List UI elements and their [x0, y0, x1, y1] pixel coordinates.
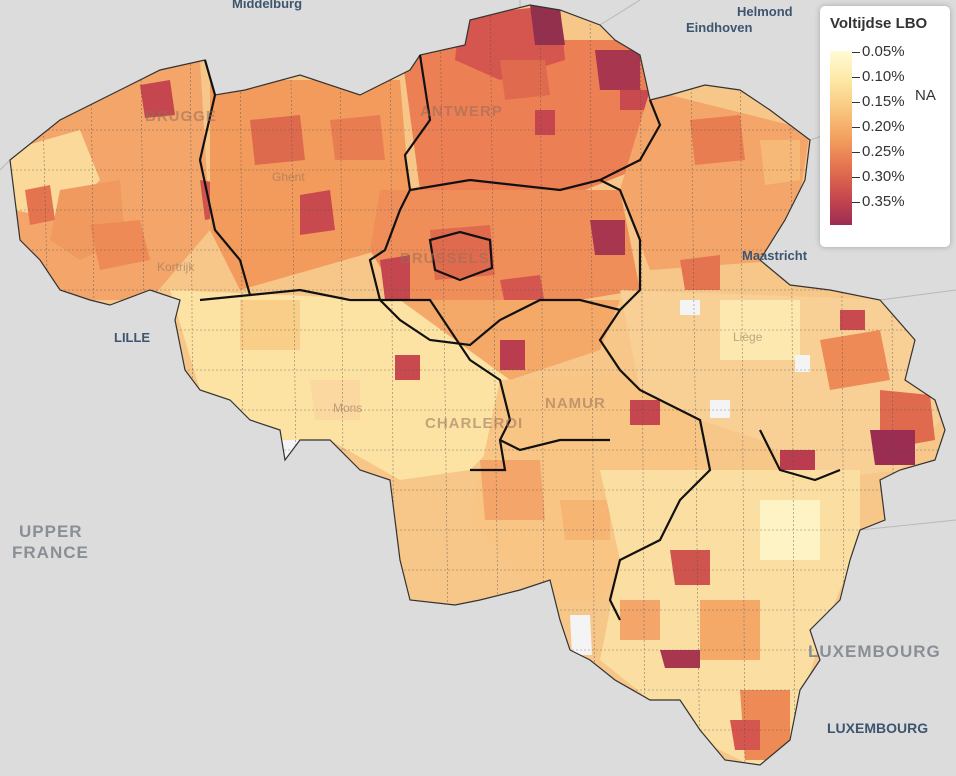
place-label-upper-france-line1: UPPER — [19, 522, 83, 541]
place-label-liege: Liège — [733, 330, 763, 344]
place-label-lille: LILLE — [114, 330, 151, 345]
place-label-charleroi: CHARLEROI — [425, 415, 524, 432]
legend-gradient-bar — [830, 51, 852, 225]
legend-tick-label: 0.35% — [852, 193, 905, 210]
place-label-maastricht: Maastricht — [742, 248, 808, 263]
place-label-middelburg: Middelburg — [232, 0, 303, 11]
place-label-brugge: BRUGGE — [145, 108, 217, 125]
place-label-antwerpen: ANTWERP — [420, 103, 503, 120]
province-borders — [198, 54, 841, 621]
legend-tick-label: 0.20% — [852, 118, 905, 135]
legend-tick-label: 0.30% — [852, 168, 905, 185]
place-label-luxembourg-city: LUXEMBOURG — [827, 720, 929, 736]
place-label-brussels: BRUSSELS — [400, 250, 490, 267]
place-label-luxembourg-country: LUXEMBOURG — [808, 642, 941, 661]
place-label-namur: NAMUR — [545, 395, 606, 412]
legend-title: Voltijdse LBO — [830, 15, 928, 32]
place-label-mons: Mons — [333, 401, 363, 415]
legend-tick-label: 0.05% — [852, 43, 905, 60]
place-label-eindhoven: Eindhoven — [686, 20, 753, 35]
place-label-kortrijk: Kortrijk — [157, 260, 195, 274]
legend-tick-label: 0.10% — [852, 68, 905, 85]
place-label-gent: Ghent — [272, 170, 305, 184]
legend-na-label: NA — [915, 87, 936, 104]
legend: Voltijdse LBO 0.05% 0.10% 0.15% 0.20% 0.25% 0… — [820, 6, 950, 247]
legend-tick-label: 0.15% — [852, 93, 905, 110]
belgium-outline — [9, 4, 946, 766]
place-label-helmond: Helmond — [737, 4, 793, 19]
place-label-upper-france-line2: FRANCE — [12, 543, 89, 562]
legend-tick-label: 0.25% — [852, 143, 905, 160]
